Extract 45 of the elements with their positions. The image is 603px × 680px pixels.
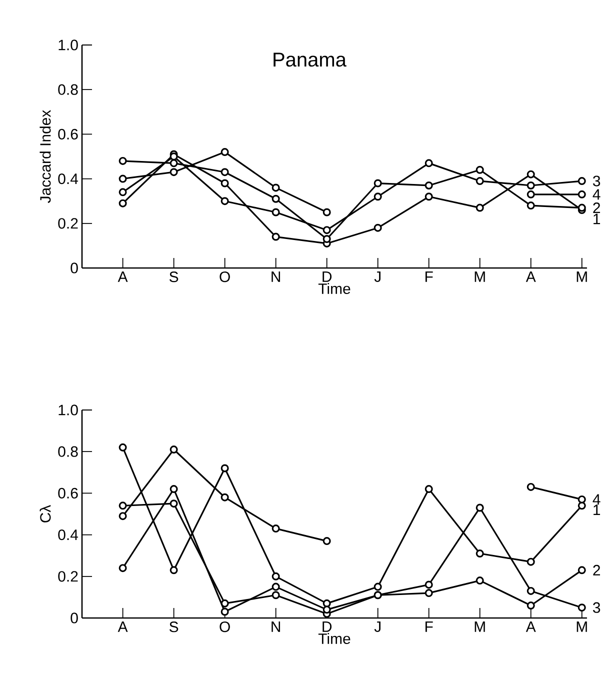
x-axis-title: Time	[318, 283, 350, 294]
y-tick-label: 0	[70, 612, 78, 624]
y-tick-label: 0.6	[58, 128, 78, 140]
y-tick-label: 0.4	[58, 529, 78, 540]
x-tick-label: F	[426, 622, 433, 632]
series-label: 4	[592, 494, 600, 505]
x-tick-label: M	[474, 272, 485, 282]
y-tick-label: 0.8	[58, 446, 78, 457]
x-tick-label: N	[272, 272, 280, 282]
y-axis-title: Cλ	[40, 504, 51, 522]
series-label: 3	[592, 176, 600, 186]
x-tick-label: N	[272, 622, 280, 632]
series-label: 1	[594, 504, 600, 515]
y-tick-label: 1.0	[58, 40, 78, 50]
y-axis-title: Jaccard Index	[40, 110, 51, 203]
series-label: 1	[594, 214, 600, 224]
x-tick-label: A	[526, 622, 536, 632]
x-tick-label: S	[169, 622, 178, 632]
y-tick-label: 0.8	[58, 84, 78, 95]
x-tick-label: M	[576, 272, 587, 282]
x-tick-label: J	[374, 272, 380, 282]
chart-title: Panama	[274, 52, 346, 67]
y-tick-label: 0.4	[58, 173, 78, 184]
x-tick-label: A	[118, 622, 128, 632]
y-tick-label: 0.2	[58, 218, 78, 229]
y-tick-label: 0.6	[58, 488, 78, 499]
x-axis-title: Time	[318, 633, 350, 644]
y-tick-label: 1.0	[58, 404, 78, 416]
x-tick-label: J	[374, 622, 380, 632]
series-label: 4	[592, 189, 600, 200]
x-tick-label: M	[576, 622, 587, 632]
x-tick-label: M	[474, 622, 485, 632]
series-label: 2	[593, 564, 600, 576]
x-tick-label: D	[322, 622, 332, 632]
x-tick-label: D	[322, 272, 332, 282]
y-tick-label: 0	[70, 262, 78, 274]
series-label: 3	[592, 602, 600, 613]
y-tick-label: 0.2	[58, 571, 78, 582]
x-tick-label: S	[169, 272, 178, 282]
x-tick-label: O	[220, 272, 230, 282]
series-label: 2	[593, 202, 600, 214]
x-tick-label: A	[526, 272, 536, 282]
x-tick-label: F	[426, 272, 433, 282]
x-tick-label: A	[118, 272, 128, 282]
x-tick-label: O	[220, 622, 230, 632]
